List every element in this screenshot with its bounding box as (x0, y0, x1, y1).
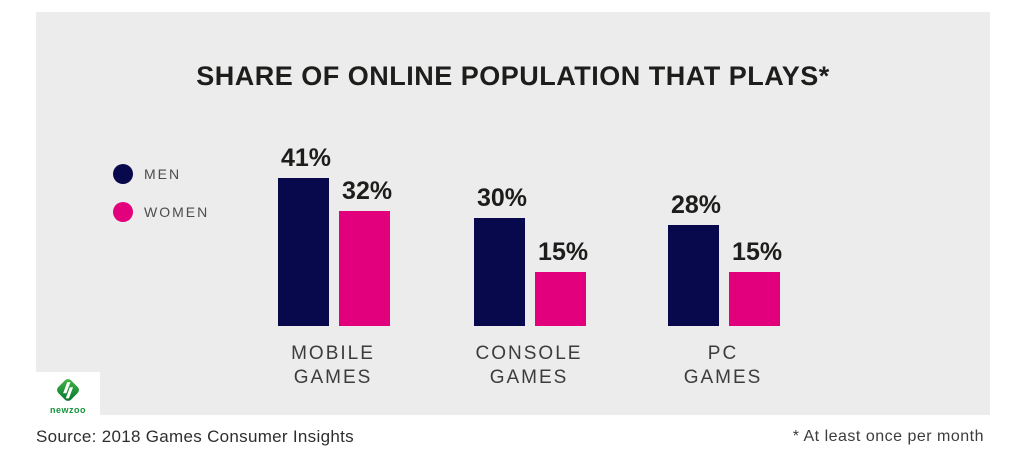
category-label: CONSOLE GAMES (475, 343, 583, 388)
bar-group-console-games: 30% 15% (474, 183, 589, 326)
legend-label: WOMEN (144, 203, 210, 220)
chart-card: SHARE OF ONLINE POPULATION THAT PLAYS* M… (36, 12, 990, 415)
bar-value-label: 32% (342, 176, 393, 205)
footnote-text: * At least once per month (792, 428, 984, 445)
category-label: MOBILE GAMES (291, 343, 375, 388)
bar-value-label: 41% (281, 143, 332, 172)
bar-column-men: 30% (474, 183, 528, 326)
legend-label: MEN (144, 165, 182, 182)
bar-men (668, 225, 719, 326)
legend-item-men: MEN (113, 163, 209, 184)
source-text: Source: 2018 Games Consumer Insights (36, 427, 354, 446)
bar-column-women: 15% (729, 237, 783, 326)
bar-women (729, 272, 781, 326)
bar-value-label: 28% (671, 190, 722, 219)
bar-men (278, 178, 329, 326)
legend-item-women: WOMEN (113, 201, 209, 222)
bar-chart: 41% 32% MOBILE GAMES 30% 15% CONSOLE GAMES 28%… (36, 12, 990, 415)
logo-text: newzoo (50, 404, 86, 415)
newzoo-logo: newzoo (36, 372, 100, 418)
bar-value-label: 15% (538, 237, 589, 266)
bar-column-men: 41% (278, 143, 332, 326)
bar-column-women: 32% (339, 176, 393, 326)
bar-group-mobile-games: 41% 32% (278, 143, 393, 326)
newzoo-diamond-icon (57, 378, 79, 401)
bar-women (535, 272, 587, 326)
legend-swatch-women (113, 201, 133, 222)
bar-group-pc-games: 28% 15% (668, 190, 783, 326)
bar-value-label: 15% (732, 237, 783, 266)
category-label: PC GAMES (683, 343, 763, 388)
bar-women (339, 211, 391, 326)
bar-men (474, 218, 525, 326)
bar-column-women: 15% (535, 237, 589, 326)
chart-title: SHARE OF ONLINE POPULATION THAT PLAYS* (196, 61, 830, 91)
legend: MEN WOMEN (113, 163, 209, 222)
bar-column-men: 28% (668, 190, 722, 326)
legend-swatch-men (113, 163, 133, 184)
bar-value-label: 30% (477, 183, 528, 212)
